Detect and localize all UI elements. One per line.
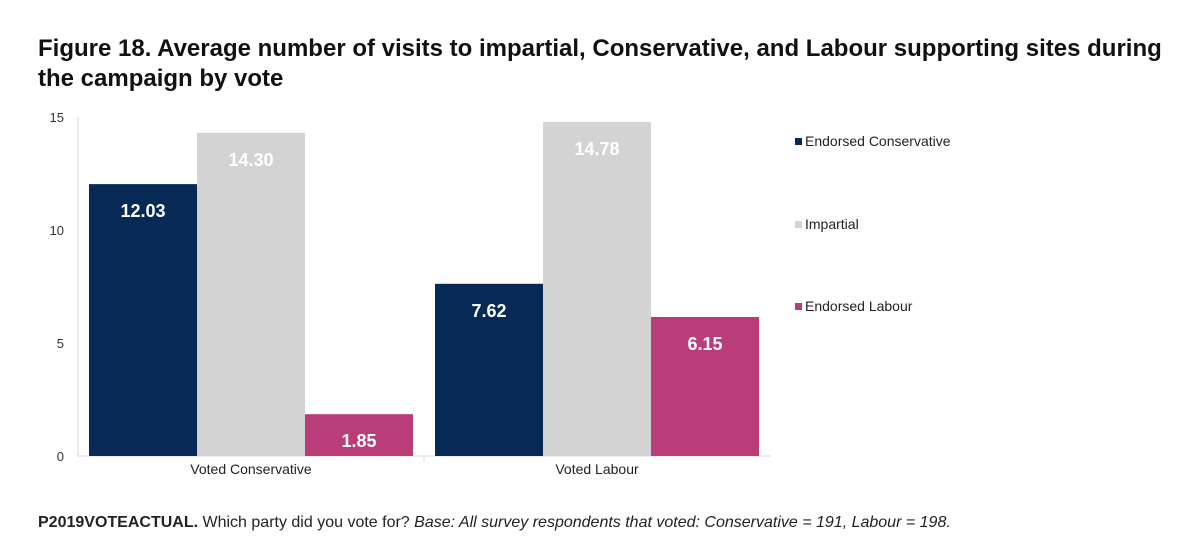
x-category-label: Voted Labour: [555, 461, 639, 477]
legend-swatch: [795, 221, 802, 228]
bar: [89, 184, 197, 456]
legend-swatch: [795, 138, 802, 145]
chart-bars: 12.03 14.30 1.85 7.62 14.78 6.15: [89, 121, 759, 457]
bar: [651, 317, 759, 456]
y-tick-label: 15: [50, 110, 64, 125]
footnote-code: P2019VOTEACTUAL.: [38, 514, 199, 531]
bar-value-label: 1.85: [341, 431, 376, 451]
legend-swatch: [795, 303, 802, 310]
bar: [543, 121, 651, 457]
legend-label: Endorsed Conservative: [805, 133, 951, 149]
footnote-base: Base: All survey respondents that voted:…: [414, 514, 951, 531]
y-tick-label: 5: [57, 336, 64, 351]
bar: [435, 283, 543, 456]
bar-value-label: 14.78: [574, 139, 619, 159]
chart-footnote: P2019VOTEACTUAL. Which party did you vot…: [38, 514, 951, 532]
bar-value-label: 14.30: [228, 150, 273, 170]
bar-value-label: 6.15: [687, 334, 722, 354]
legend-label: Endorsed Labour: [805, 298, 913, 314]
x-category-label: Voted Conservative: [190, 461, 312, 477]
bar-chart: 0 5 10 15 Voted Conservative Voted Labour 12.…: [50, 110, 951, 477]
bar: [197, 132, 305, 456]
legend-label: Impartial: [805, 216, 859, 232]
footnote-question: Which party did you vote for?: [198, 514, 415, 531]
bar-value-label: 7.62: [471, 301, 506, 321]
chart-legend: Endorsed Conservative Impartial Endorsed L…: [795, 133, 951, 314]
y-tick-label: 10: [50, 223, 64, 238]
y-tick-label: 0: [57, 449, 64, 464]
bar: [305, 414, 413, 456]
bar-value-label: 12.03: [120, 201, 165, 221]
chart-title: Figure 18. Average number of visits to i…: [38, 35, 1162, 92]
